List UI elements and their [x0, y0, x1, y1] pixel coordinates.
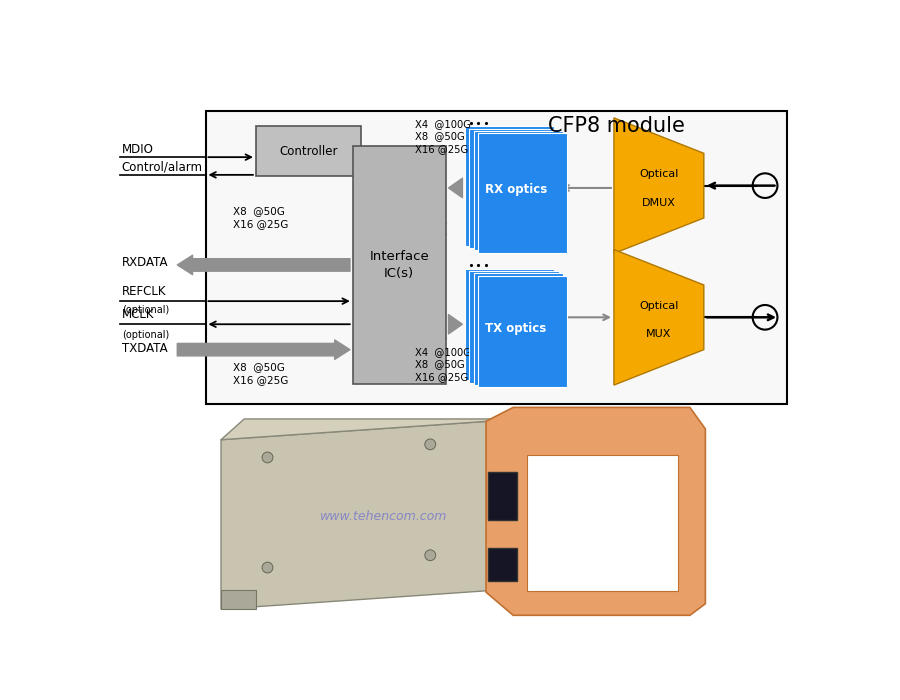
Circle shape [262, 452, 273, 463]
FancyBboxPatch shape [221, 590, 256, 609]
Text: CFP8 module: CFP8 module [548, 116, 685, 136]
Text: Controller: Controller [279, 145, 338, 158]
FancyArrowPatch shape [448, 178, 463, 197]
Text: (optional): (optional) [122, 305, 169, 315]
Text: Interface
IC(s): Interface IC(s) [369, 250, 429, 280]
Polygon shape [614, 249, 704, 385]
Polygon shape [221, 421, 489, 609]
FancyBboxPatch shape [489, 472, 518, 520]
Text: X16 @25G: X16 @25G [415, 144, 468, 154]
Text: X8  @50G: X8 @50G [232, 363, 284, 372]
Text: RXDATA: RXDATA [122, 256, 168, 269]
Text: X4  @100G: X4 @100G [415, 347, 471, 357]
Text: X16 @25G: X16 @25G [415, 372, 468, 382]
FancyBboxPatch shape [473, 131, 562, 251]
FancyArrowPatch shape [448, 314, 463, 334]
FancyBboxPatch shape [256, 126, 361, 176]
Text: www.tehencom.com: www.tehencom.com [320, 510, 447, 523]
Text: X8  @50G: X8 @50G [232, 206, 284, 216]
Polygon shape [614, 118, 704, 253]
FancyBboxPatch shape [478, 276, 567, 387]
Circle shape [425, 550, 436, 561]
Text: REFCLK: REFCLK [122, 285, 166, 298]
Text: MDIO: MDIO [122, 143, 154, 155]
FancyArrowPatch shape [177, 256, 350, 274]
FancyBboxPatch shape [353, 146, 446, 384]
Text: X16 @25G: X16 @25G [232, 219, 288, 229]
FancyBboxPatch shape [465, 269, 554, 381]
FancyBboxPatch shape [470, 129, 559, 248]
Text: DMUX: DMUX [642, 197, 676, 208]
Polygon shape [221, 419, 511, 440]
Text: X8  @50G: X8 @50G [415, 132, 464, 141]
Text: TX optics: TX optics [485, 321, 546, 335]
Text: X4  @100G: X4 @100G [415, 119, 471, 129]
Text: X16 @25G: X16 @25G [232, 375, 288, 386]
Polygon shape [489, 419, 511, 591]
Circle shape [425, 439, 436, 450]
FancyBboxPatch shape [478, 133, 567, 253]
Text: (optional): (optional) [122, 330, 169, 340]
FancyBboxPatch shape [470, 271, 559, 383]
Text: MCLK: MCLK [122, 308, 154, 321]
Text: TXDATA: TXDATA [122, 342, 167, 355]
FancyBboxPatch shape [205, 111, 787, 403]
Text: Control/alarm: Control/alarm [122, 160, 202, 174]
Text: MUX: MUX [646, 329, 671, 340]
Polygon shape [527, 455, 679, 591]
Circle shape [262, 562, 273, 573]
FancyBboxPatch shape [489, 547, 518, 582]
Text: X8  @50G: X8 @50G [415, 359, 464, 370]
FancyBboxPatch shape [465, 126, 554, 246]
Text: RX optics: RX optics [485, 183, 547, 196]
FancyArrowPatch shape [177, 340, 350, 359]
Text: Optical: Optical [639, 301, 679, 311]
Polygon shape [486, 407, 706, 615]
Text: Optical: Optical [639, 169, 679, 179]
FancyBboxPatch shape [473, 274, 562, 385]
